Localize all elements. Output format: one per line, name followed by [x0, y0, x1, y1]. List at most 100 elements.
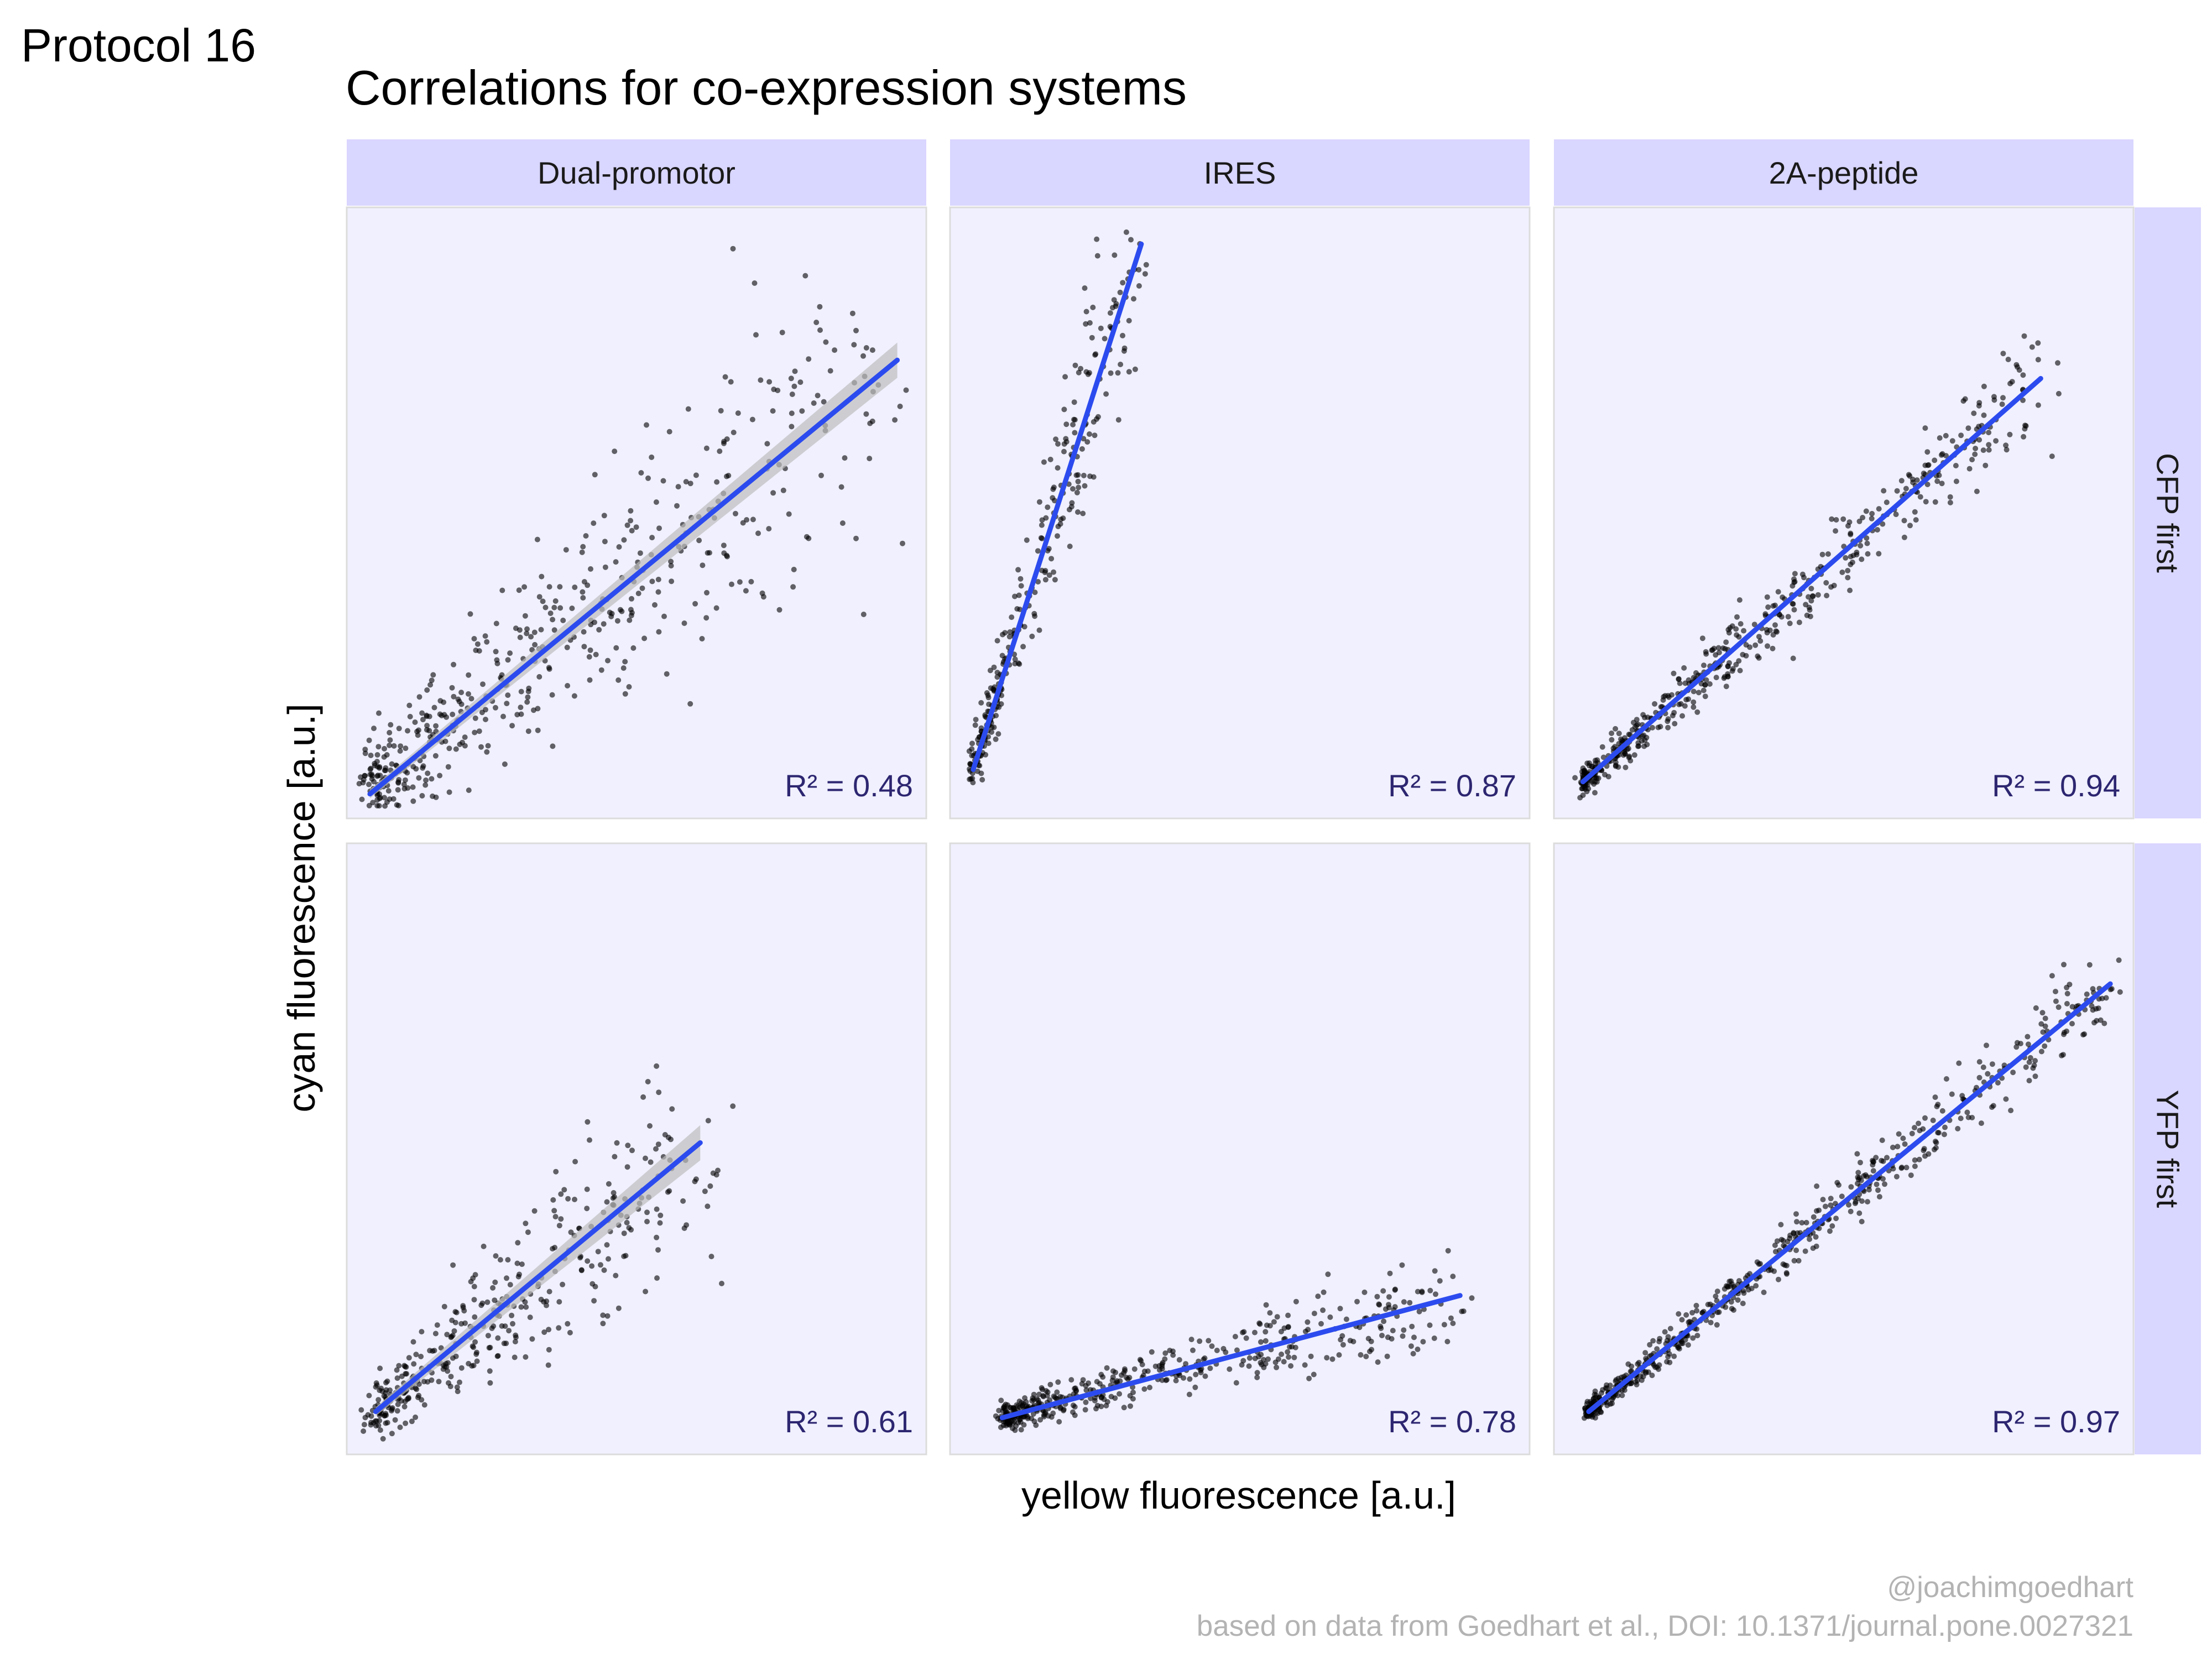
data-point: [626, 1225, 632, 1231]
data-point: [1974, 488, 1980, 494]
data-point: [1094, 253, 1100, 259]
column-strip-label: 2A-peptide: [1769, 155, 1919, 190]
data-point: [1665, 724, 1671, 731]
data-point: [1621, 1387, 1627, 1393]
data-point: [1173, 1373, 1180, 1379]
data-point: [1016, 592, 1022, 598]
data-point: [1450, 1321, 1456, 1326]
data-point: [1016, 1399, 1022, 1404]
data-point: [2008, 1108, 2014, 1114]
data-point: [358, 1407, 364, 1413]
data-point: [512, 1339, 518, 1345]
data-point: [998, 1397, 1004, 1404]
data-point: [1686, 696, 1692, 702]
data-point: [1922, 1153, 1928, 1159]
data-point: [1036, 1391, 1042, 1397]
data-point: [622, 659, 628, 665]
data-point: [668, 563, 674, 568]
data-point: [395, 1401, 401, 1407]
data-point: [406, 1355, 412, 1361]
data-point: [451, 1328, 457, 1334]
data-point: [583, 533, 589, 539]
data-point: [719, 1281, 724, 1286]
data-point: [681, 620, 687, 626]
data-point: [1828, 1202, 1834, 1208]
data-point: [1011, 1406, 1018, 1412]
data-point: [811, 400, 817, 406]
data-point: [1791, 1258, 1797, 1264]
data-point: [1390, 1328, 1396, 1334]
data-point: [638, 470, 644, 476]
data-point: [1980, 1065, 1986, 1070]
data-point: [1616, 731, 1622, 737]
data-point: [1825, 551, 1831, 557]
data-point: [1020, 644, 1026, 650]
data-point: [1104, 1365, 1110, 1371]
data-point: [1863, 508, 1869, 514]
data-point: [1375, 1359, 1381, 1365]
data-point: [446, 745, 452, 752]
data-point: [705, 1203, 711, 1209]
data-point: [1183, 1361, 1189, 1367]
data-point: [1859, 556, 1865, 562]
data-point: [382, 795, 387, 801]
data-point: [589, 1263, 595, 1269]
data-point: [669, 578, 675, 585]
data-point: [532, 641, 538, 648]
data-point: [535, 727, 541, 733]
data-point: [1949, 438, 1955, 444]
data-point: [1081, 472, 1087, 478]
data-point: [2080, 1032, 2086, 1038]
data-point: [591, 1298, 597, 1304]
data-point: [2029, 344, 2035, 350]
data-point: [1083, 1387, 1089, 1393]
data-point: [1995, 1080, 2001, 1086]
data-point: [1713, 1293, 1719, 1299]
data-point: [737, 579, 743, 585]
data-point: [394, 1367, 400, 1373]
data-point: [1655, 724, 1661, 731]
data-point: [1083, 309, 1089, 315]
data-point: [495, 1335, 501, 1341]
data-point: [613, 645, 619, 651]
data-point: [1053, 436, 1059, 442]
data-point: [892, 417, 898, 423]
r-squared-label: R² = 0.61: [785, 1404, 913, 1439]
data-point: [550, 743, 556, 749]
data-point: [2095, 1005, 2101, 1011]
data-point: [728, 379, 734, 385]
data-point: [450, 1262, 456, 1268]
data-point: [1713, 675, 1719, 681]
data-point: [391, 743, 397, 749]
data-point: [558, 1216, 564, 1222]
data-point: [668, 559, 674, 565]
data-point: [991, 664, 997, 670]
data-point: [1649, 1373, 1655, 1379]
data-point: [1121, 1405, 1127, 1411]
data-point: [368, 753, 374, 758]
data-point: [1378, 1326, 1384, 1331]
data-source-credit: based on data from Goedhart et al., DOI:…: [1196, 1610, 2133, 1642]
data-point: [1113, 1369, 1119, 1375]
data-point: [1880, 1176, 1886, 1182]
data-point: [1039, 1385, 1045, 1391]
data-point: [1839, 1193, 1845, 1199]
data-point: [1923, 499, 1929, 505]
data-point: [1912, 509, 1918, 515]
data-point: [2003, 442, 2009, 448]
data-point: [1652, 701, 1658, 707]
data-point: [1955, 1126, 1961, 1131]
data-point: [1075, 509, 1081, 515]
data-point: [978, 725, 984, 731]
data-point: [786, 511, 792, 517]
data-point: [1069, 500, 1075, 506]
data-point: [1858, 1160, 1863, 1166]
data-point: [1854, 549, 1860, 555]
data-point: [1783, 1270, 1790, 1276]
data-point: [1703, 649, 1709, 655]
data-point: [998, 1425, 1004, 1430]
data-point: [1823, 580, 1829, 586]
data-point: [713, 605, 719, 611]
data-point: [377, 773, 383, 779]
data-point: [1427, 1287, 1433, 1293]
